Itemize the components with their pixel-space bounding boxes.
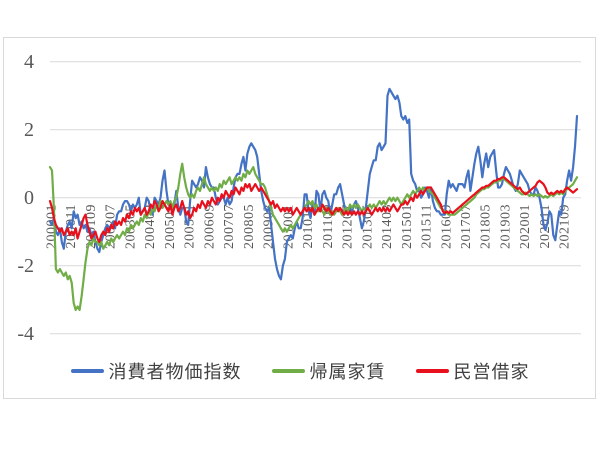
x-axis-label-201707: 201707 [459,204,474,249]
y-axis-label-4: 4 [24,51,34,73]
x-axis-label-200805: 200805 [242,204,257,249]
legend-label-cpi: 消費者物価指数 [108,362,242,382]
x-axis-label-202001: 202001 [518,204,533,249]
chart-frame: 4 2 0 -2 -4 200001 200011 200109 200207 200305 200… [3,37,596,399]
legend-item-imputed-rent: 帰属家賃 [271,358,386,384]
imputed-rent-line-swatch [271,369,305,373]
legend-label-imputed-rent: 帰属家賃 [309,362,386,382]
cpi-line-swatch [70,369,104,373]
legend-item-cpi: 消費者物価指数 [70,358,242,384]
legend-item-private-rent: 民営借家 [415,358,530,384]
private-rent-line [48,176,579,243]
y-axis-label-0: 0 [24,187,34,209]
x-axis-label-201403: 201403 [380,204,395,249]
x-axis-label-201805: 201805 [479,204,494,249]
x-axis-label-201903: 201903 [498,204,513,249]
x-axis-label-200707: 200707 [222,204,237,249]
x-axis-label-201501: 201501 [400,204,415,249]
y-axis-label--2: -2 [17,255,34,277]
cpi-line [48,87,579,281]
x-axis-label-201511: 201511 [420,204,435,248]
legend-label-private-rent: 民営借家 [453,362,530,382]
private-rent-line-swatch [415,369,449,373]
x-axis-label-201011: 201011 [301,204,316,248]
chart-legend: 消費者物価指数 帰属家賃 民営借家 [0,358,600,384]
x-axis-label-200609: 200609 [202,204,217,249]
x-axis-label-200501: 200501 [163,204,178,249]
y-axis-label-2: 2 [24,119,34,141]
y-axis-label--4: -4 [17,323,34,345]
imputed-rent-line [48,162,579,311]
